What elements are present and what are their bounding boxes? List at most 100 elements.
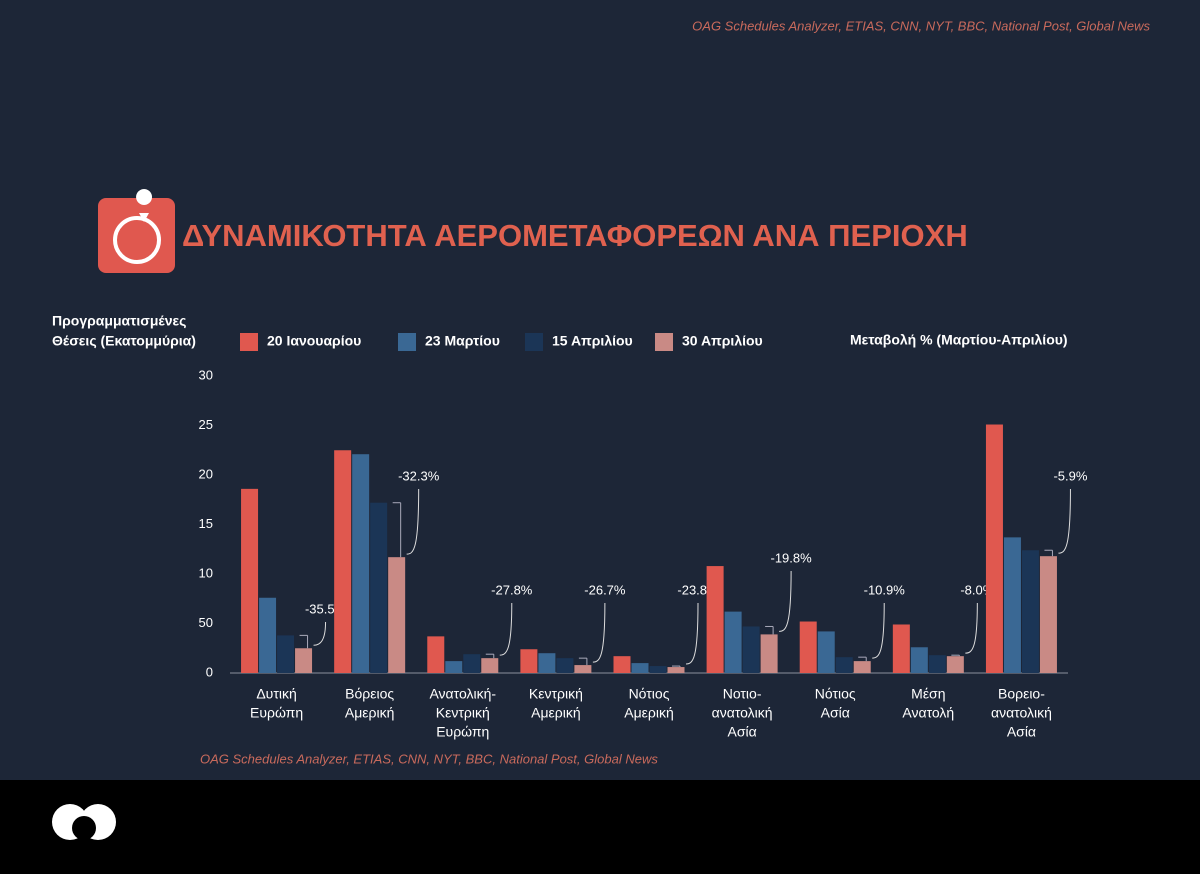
annotation: -19.8%	[771, 550, 813, 565]
bar	[724, 611, 742, 673]
x-tick-label: ανατολική	[991, 705, 1052, 721]
source-top: OAG Schedules Analyzer, ETIAS, CNN, NYT,…	[692, 18, 1150, 33]
legend-swatch	[525, 333, 543, 351]
x-tick-label: Νοτιο-	[723, 686, 762, 702]
x-tick-label: Αμερική	[624, 705, 674, 721]
bar	[706, 566, 724, 673]
bar	[352, 454, 370, 673]
icon-pin	[136, 189, 153, 222]
bar	[574, 665, 592, 673]
bar	[241, 488, 259, 673]
bar	[1021, 550, 1039, 673]
bar	[742, 626, 760, 673]
y-tick-label: 50	[199, 615, 213, 630]
change-title: Μεταβολή % (Μαρτίου-Απριλίου)	[850, 332, 1068, 348]
annotation-arrow	[499, 602, 513, 656]
y-tick-label: 10	[199, 565, 213, 580]
annotation: -26.7%	[584, 582, 626, 597]
bar	[388, 557, 406, 673]
y-tick-label: 30	[199, 367, 213, 382]
bar	[946, 656, 964, 673]
x-tick-label: Ανατολή	[902, 705, 954, 721]
bar	[667, 667, 685, 673]
bar	[259, 597, 277, 673]
annotation-arrow	[872, 602, 885, 659]
bar	[538, 653, 556, 673]
annotation-arrow	[406, 488, 420, 555]
legend-swatch	[398, 333, 416, 351]
x-tick-label: Βόρειος	[345, 686, 394, 702]
bar	[631, 663, 649, 673]
x-tick-label: Αμερική	[531, 705, 581, 721]
bar	[613, 656, 631, 673]
bar	[481, 658, 499, 673]
bar	[928, 655, 946, 673]
y-axis-title: Θέσεις (Εκατομμύρια)	[52, 333, 196, 349]
bar	[277, 635, 295, 673]
bar	[295, 648, 313, 673]
x-tick-label: Ευρώπη	[436, 724, 489, 740]
annotation-arrow	[592, 602, 606, 663]
legend-label: 20 Ιανουαρίου	[267, 333, 361, 349]
bar	[760, 634, 778, 673]
bar	[817, 631, 835, 673]
x-tick-label: Ευρώπη	[250, 705, 303, 721]
bar	[334, 450, 352, 673]
legend-label: 30 Απριλίου	[682, 333, 763, 349]
bar	[649, 666, 667, 673]
y-axis-title: Προγραμματισμένες	[52, 313, 186, 329]
annotation-arrow	[779, 570, 792, 632]
y-tick-label: 15	[199, 516, 213, 531]
x-tick-label: ανατολική	[712, 705, 773, 721]
annotation: -5.9%	[1053, 468, 1087, 483]
x-tick-label: Ασία	[728, 724, 757, 740]
annotation-arrow	[1058, 488, 1071, 554]
legend-swatch	[655, 333, 673, 351]
bar	[445, 661, 463, 673]
y-tick-label: 25	[199, 417, 213, 432]
annotation-arrow	[313, 621, 327, 646]
x-tick-label: Βορειο-	[998, 686, 1045, 702]
x-tick-label: Μέση	[911, 686, 945, 702]
x-tick-label: Κεντρική	[436, 705, 490, 721]
chart-title: ΔΥΝΑΜΙΚΟΤΗΤΑ ΑΕΡΟΜΕΤΑΦΟΡΕΩΝ ΑΝΑ ΠΕΡΙΟΧΗ	[182, 218, 968, 253]
legend-swatch	[240, 333, 258, 351]
annotation-arrow	[965, 602, 978, 654]
source-bottom: OAG Schedules Analyzer, ETIAS, CNN, NYT,…	[200, 751, 658, 766]
x-tick-label: Αμερική	[345, 705, 395, 721]
legend-label: 23 Μαρτίου	[425, 333, 500, 349]
x-tick-label: Νότιος	[629, 686, 670, 702]
bar	[463, 654, 481, 673]
bar	[799, 621, 817, 673]
bar	[370, 502, 388, 673]
y-tick-label: 20	[199, 466, 213, 481]
x-tick-label: Δυτική	[256, 686, 296, 702]
bar	[1003, 537, 1021, 673]
x-tick-label: Κεντρική	[529, 686, 583, 702]
bar	[1039, 556, 1057, 673]
x-tick-label: Νότιος	[815, 686, 856, 702]
bar	[985, 424, 1003, 673]
x-tick-label: Ανατολική-	[429, 686, 496, 702]
bar	[835, 657, 853, 673]
bar	[556, 658, 574, 673]
annotation-arrow	[685, 602, 699, 665]
annotation: -32.3%	[398, 468, 440, 483]
footer-bar	[0, 780, 1200, 874]
bar	[853, 661, 871, 673]
annotation: -27.8%	[491, 582, 533, 597]
bar	[892, 624, 910, 673]
bar	[427, 636, 445, 673]
legend-label: 15 Απριλίου	[552, 333, 633, 349]
logo	[52, 804, 116, 840]
icon-globe	[113, 216, 161, 264]
y-tick-label: 0	[206, 664, 213, 679]
x-tick-label: Ασία	[1007, 724, 1036, 740]
logo-part	[72, 816, 96, 840]
x-tick-label: Ασία	[821, 705, 850, 721]
annotation: -10.9%	[864, 582, 906, 597]
bar	[520, 649, 538, 673]
bar	[910, 647, 928, 673]
